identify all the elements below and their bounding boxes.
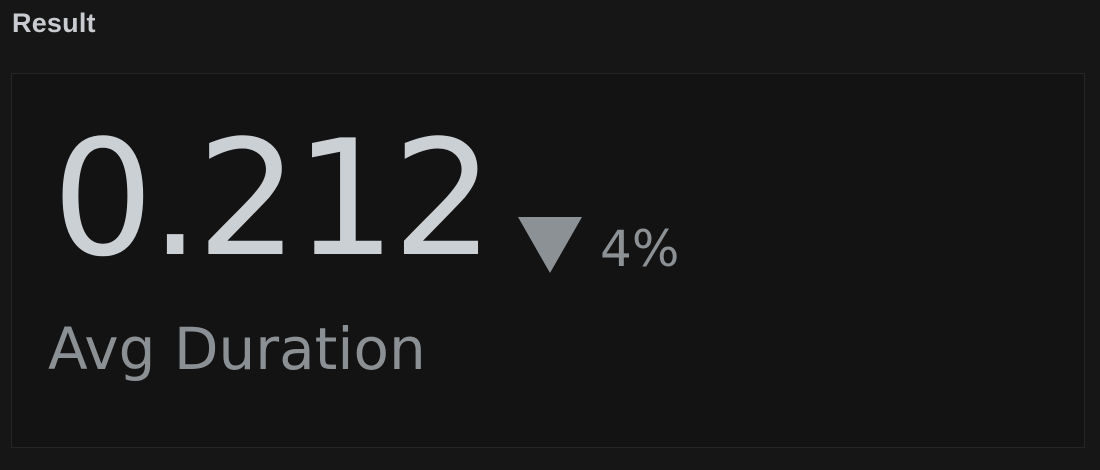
metric-row: 0.212 4%: [52, 119, 679, 279]
section-title: Result: [12, 8, 96, 38]
result-card: 0.212 4% Avg Duration: [11, 73, 1085, 448]
triangle-down-icon: [518, 217, 583, 273]
metric-value: 0.212: [52, 105, 494, 292]
trend-percent: 4%: [600, 220, 680, 278]
metric-label: Avg Duration: [48, 315, 426, 383]
trend-indicator: 4%: [518, 217, 679, 277]
